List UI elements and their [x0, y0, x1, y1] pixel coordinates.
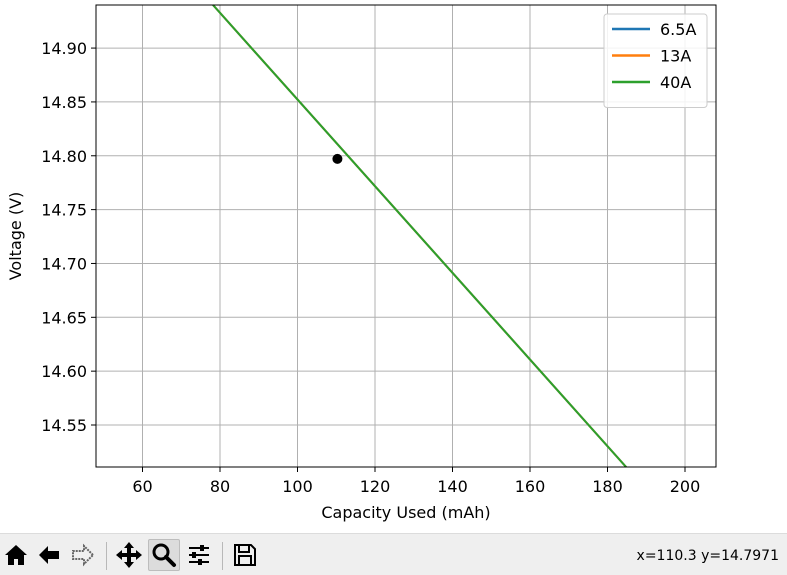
- x-tick-label: 120: [360, 477, 391, 496]
- y-axis-label: Voltage (V): [6, 192, 25, 281]
- navigation-toolbar: x=110.3 y=14.7971: [0, 533, 787, 575]
- x-tick-label: 140: [437, 477, 468, 496]
- magnifier-icon: [152, 543, 176, 567]
- marker-layer: [332, 153, 343, 164]
- data-point-marker: [332, 153, 343, 164]
- legend: 6.5A 13A 40A: [603, 13, 708, 108]
- y-tick-label: 14.70: [41, 254, 87, 273]
- move-icon: [116, 542, 142, 568]
- x-axis-label: Capacity Used (mAh): [321, 503, 490, 522]
- grid: [96, 5, 716, 467]
- floppy-disk-icon: [234, 544, 256, 566]
- y-tick-label: 14.85: [41, 93, 87, 112]
- y-tick-label: 14.80: [41, 147, 87, 166]
- y-tick-label: 14.75: [41, 201, 87, 220]
- legend-label: 6.5A: [660, 20, 696, 39]
- y-tick-label: 14.55: [41, 416, 87, 435]
- legend-label: 13A: [660, 47, 691, 66]
- arrow-right-icon: [72, 543, 95, 567]
- toolbar-separator: [106, 542, 107, 570]
- back-button[interactable]: [33, 539, 65, 571]
- home-button[interactable]: [0, 539, 32, 571]
- legend-box: [603, 13, 708, 108]
- save-button[interactable]: [229, 539, 261, 571]
- x-tick-label: 60: [132, 477, 152, 496]
- x-tick-label: 100: [282, 477, 313, 496]
- x-tick-label: 200: [670, 477, 701, 496]
- series-lines: [212, 4, 627, 468]
- x-tick-label: 160: [515, 477, 546, 496]
- sliders-icon: [189, 545, 209, 565]
- x-tick-label: 80: [210, 477, 230, 496]
- x-tick-label: 180: [592, 477, 623, 496]
- axes-frame: [95, 4, 717, 468]
- y-tick-label: 14.60: [41, 362, 87, 381]
- series-line-40A: [212, 4, 627, 468]
- chart[interactable]: 60 80 100 120 140 160 180 200 14.55 14.60 14.65 14.…: [0, 0, 787, 533]
- plot-area[interactable]: 60 80 100 120 140 160 180 200 14.55 14.60 14.65 14.…: [0, 0, 787, 533]
- zoom-button[interactable]: [148, 539, 180, 571]
- cursor-coordinates: x=110.3 y=14.7971: [636, 548, 779, 564]
- legend-label: 40A: [660, 73, 691, 92]
- y-tick-label: 14.90: [41, 39, 87, 58]
- toolbar-separator: [222, 542, 223, 570]
- arrow-left-icon: [39, 546, 59, 564]
- configure-subplots-button[interactable]: [183, 539, 215, 571]
- forward-button[interactable]: [67, 539, 99, 571]
- ticks: 60 80 100 120 140 160 180 200 14.55 14.60 14.65 14.…: [41, 39, 700, 496]
- home-icon: [5, 545, 27, 565]
- pan-button[interactable]: [113, 539, 145, 571]
- y-tick-label: 14.65: [41, 308, 87, 327]
